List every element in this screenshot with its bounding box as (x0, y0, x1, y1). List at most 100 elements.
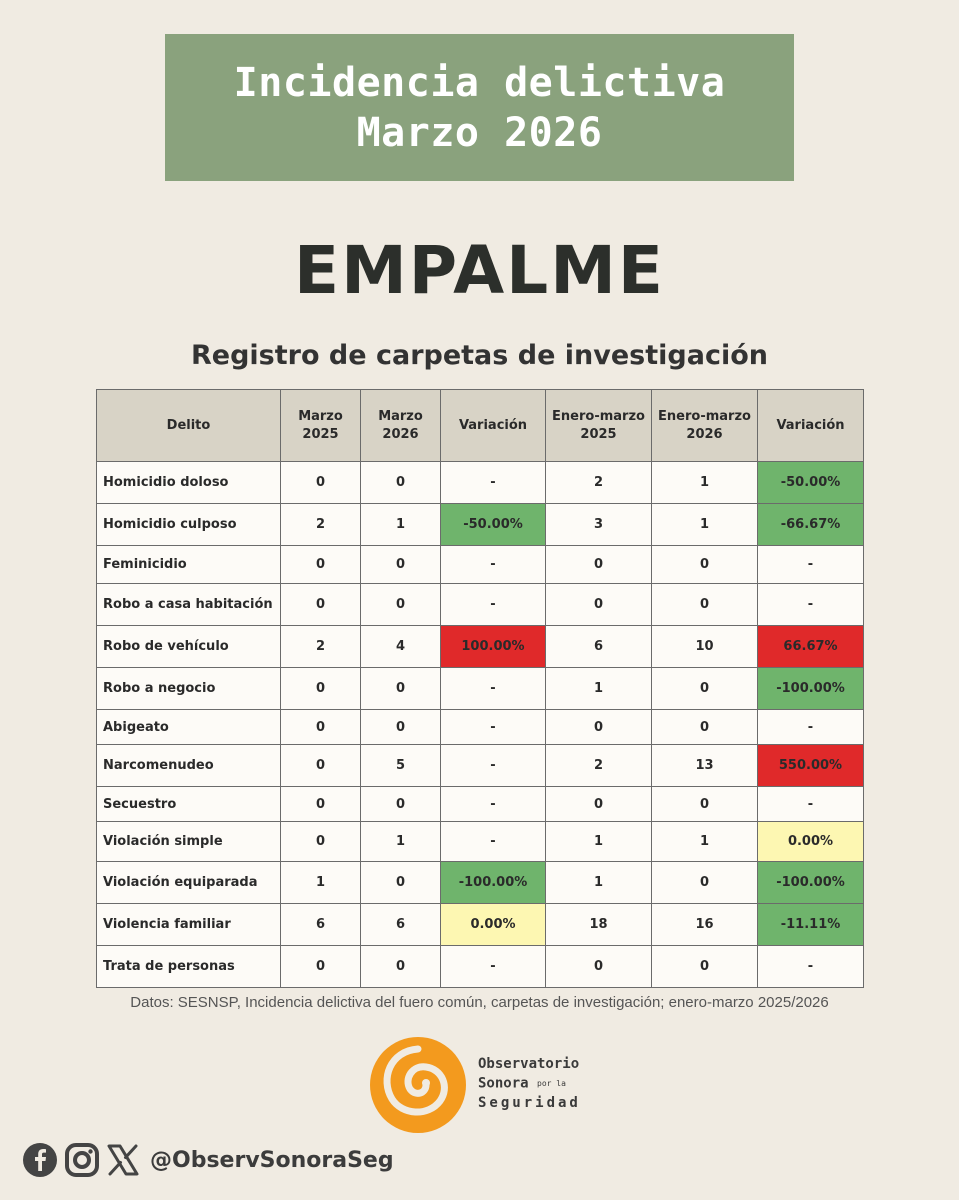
cell-delito: Abigeato (96, 709, 281, 745)
social-handle[interactable]: @ObservSonoraSeg (150, 1147, 394, 1173)
cell-enero-marzo-2025: 0 (545, 786, 652, 822)
x-icon[interactable] (106, 1143, 140, 1177)
observatorio-logo-icon (370, 1037, 466, 1133)
cell-variacion-marzo: - (440, 667, 546, 710)
cell-marzo-2025: 0 (280, 667, 361, 710)
cell-marzo-2026: 0 (360, 861, 441, 904)
cell-marzo-2025: 0 (280, 545, 361, 584)
table-header-row: Delito Marzo 2025 Marzo 2026 Variación Ene… (96, 389, 864, 462)
cell-enero-marzo-2025: 0 (545, 709, 652, 745)
cell-variacion-acumulada: - (757, 945, 864, 988)
cell-marzo-2025: 2 (280, 503, 361, 546)
table-row: Violencia familiar 6 6 0.00% 18 16 -11.11% (96, 903, 864, 946)
cell-variacion-acumulada: - (757, 545, 864, 584)
cell-enero-marzo-2025: 1 (545, 861, 652, 904)
cell-marzo-2026: 0 (360, 786, 441, 822)
cell-enero-marzo-2025: 18 (545, 903, 652, 946)
cell-enero-marzo-2025: 2 (545, 744, 652, 787)
cell-marzo-2026: 5 (360, 744, 441, 787)
cell-marzo-2026: 0 (360, 667, 441, 710)
table-row: Homicidio culposo 2 1 -50.00% 3 1 -66.67% (96, 503, 864, 546)
title-line-2: Marzo 2026 (356, 109, 603, 156)
table-row: Abigeato 0 0-0 0- (96, 709, 864, 745)
table-row: Narcomenudeo 0 5-2 13 550.00% (96, 744, 864, 787)
cell-enero-marzo-2026: 0 (651, 583, 758, 626)
cell-enero-marzo-2025: 2 (545, 461, 652, 504)
cell-marzo-2026: 6 (360, 903, 441, 946)
cell-marzo-2025: 0 (280, 709, 361, 745)
cell-delito: Violación simple (96, 821, 281, 862)
cell-variacion-acumulada: -66.67% (757, 503, 864, 546)
header-variacion-marzo: Variación (440, 389, 546, 462)
cell-enero-marzo-2026: 0 (651, 545, 758, 584)
cell-variacion-acumulada: 550.00% (757, 744, 864, 787)
table-row: Violación equiparada 1 0 -100.00% 1 0 -100.00% (96, 861, 864, 904)
cell-marzo-2026: 1 (360, 503, 441, 546)
cell-variacion-marzo: - (440, 545, 546, 584)
cell-enero-marzo-2026: 0 (651, 945, 758, 988)
cell-delito: Violencia familiar (96, 903, 281, 946)
table-row: Trata de personas 0 0-0 0- (96, 945, 864, 988)
cell-variacion-marzo: - (440, 945, 546, 988)
cell-enero-marzo-2026: 10 (651, 625, 758, 668)
cell-enero-marzo-2026: 0 (651, 709, 758, 745)
cell-variacion-acumulada: 66.67% (757, 625, 864, 668)
cell-variacion-marzo: - (440, 461, 546, 504)
cell-variacion-marzo: -50.00% (440, 503, 546, 546)
cell-variacion-marzo: -100.00% (440, 861, 546, 904)
cell-marzo-2026: 0 (360, 945, 441, 988)
header-marzo-2025: Marzo 2025 (280, 389, 361, 462)
cell-variacion-marzo: - (440, 786, 546, 822)
cell-enero-marzo-2026: 0 (651, 667, 758, 710)
social-bar: @ObservSonoraSeg (22, 1140, 394, 1180)
table-row: Robo de vehículo 2 4 100.00% 6 10 66.67% (96, 625, 864, 668)
cell-delito: Homicidio doloso (96, 461, 281, 504)
cell-delito: Robo de vehículo (96, 625, 281, 668)
cell-enero-marzo-2025: 0 (545, 545, 652, 584)
cell-variacion-marzo: - (440, 744, 546, 787)
cell-variacion-marzo: 0.00% (440, 903, 546, 946)
cell-marzo-2025: 0 (280, 821, 361, 862)
cell-enero-marzo-2026: 0 (651, 861, 758, 904)
source-note: Datos: SESNSP, Incidencia delictiva del … (130, 994, 829, 1011)
cell-enero-marzo-2025: 3 (545, 503, 652, 546)
header-variacion-acumulada: Variación (757, 389, 864, 462)
cell-enero-marzo-2026: 1 (651, 461, 758, 504)
cell-variacion-marzo: - (440, 821, 546, 862)
cell-variacion-marzo: - (440, 583, 546, 626)
cell-marzo-2025: 0 (280, 744, 361, 787)
table-row: Homicidio doloso 0 0-2 1 -50.00% (96, 461, 864, 504)
municipality-title: EMPALME (294, 232, 665, 309)
cell-enero-marzo-2026: 1 (651, 503, 758, 546)
table-row: Feminicidio 0 0-0 0- (96, 545, 864, 584)
cell-enero-marzo-2026: 16 (651, 903, 758, 946)
instagram-icon[interactable] (64, 1142, 100, 1178)
cell-marzo-2026: 0 (360, 709, 441, 745)
cell-enero-marzo-2026: 13 (651, 744, 758, 787)
cell-marzo-2025: 0 (280, 461, 361, 504)
cell-delito: Trata de personas (96, 945, 281, 988)
cell-marzo-2026: 0 (360, 545, 441, 584)
cell-variacion-acumulada: 0.00% (757, 821, 864, 862)
cell-delito: Secuestro (96, 786, 281, 822)
cell-variacion-acumulada: -11.11% (757, 903, 864, 946)
cell-enero-marzo-2025: 6 (545, 625, 652, 668)
cell-variacion-acumulada: - (757, 583, 864, 626)
cell-variacion-acumulada: -100.00% (757, 861, 864, 904)
table-subtitle: Registro de carpetas de investigación (191, 340, 768, 371)
cell-delito: Robo a negocio (96, 667, 281, 710)
cell-enero-marzo-2025: 0 (545, 583, 652, 626)
cell-variacion-acumulada: -50.00% (757, 461, 864, 504)
cell-delito: Narcomenudeo (96, 744, 281, 787)
cell-enero-marzo-2025: 0 (545, 945, 652, 988)
cell-enero-marzo-2025: 1 (545, 667, 652, 710)
cell-delito: Homicidio culposo (96, 503, 281, 546)
cell-enero-marzo-2025: 1 (545, 821, 652, 862)
cell-delito: Violación equiparada (96, 861, 281, 904)
cell-marzo-2026: 4 (360, 625, 441, 668)
header-enero-marzo-2025: Enero-marzo 2025 (545, 389, 652, 462)
table-row: Robo a negocio 0 0-1 0 -100.00% (96, 667, 864, 710)
facebook-icon[interactable] (22, 1142, 58, 1178)
cell-delito: Robo a casa habitación (96, 583, 281, 626)
header-delito: Delito (96, 389, 281, 462)
